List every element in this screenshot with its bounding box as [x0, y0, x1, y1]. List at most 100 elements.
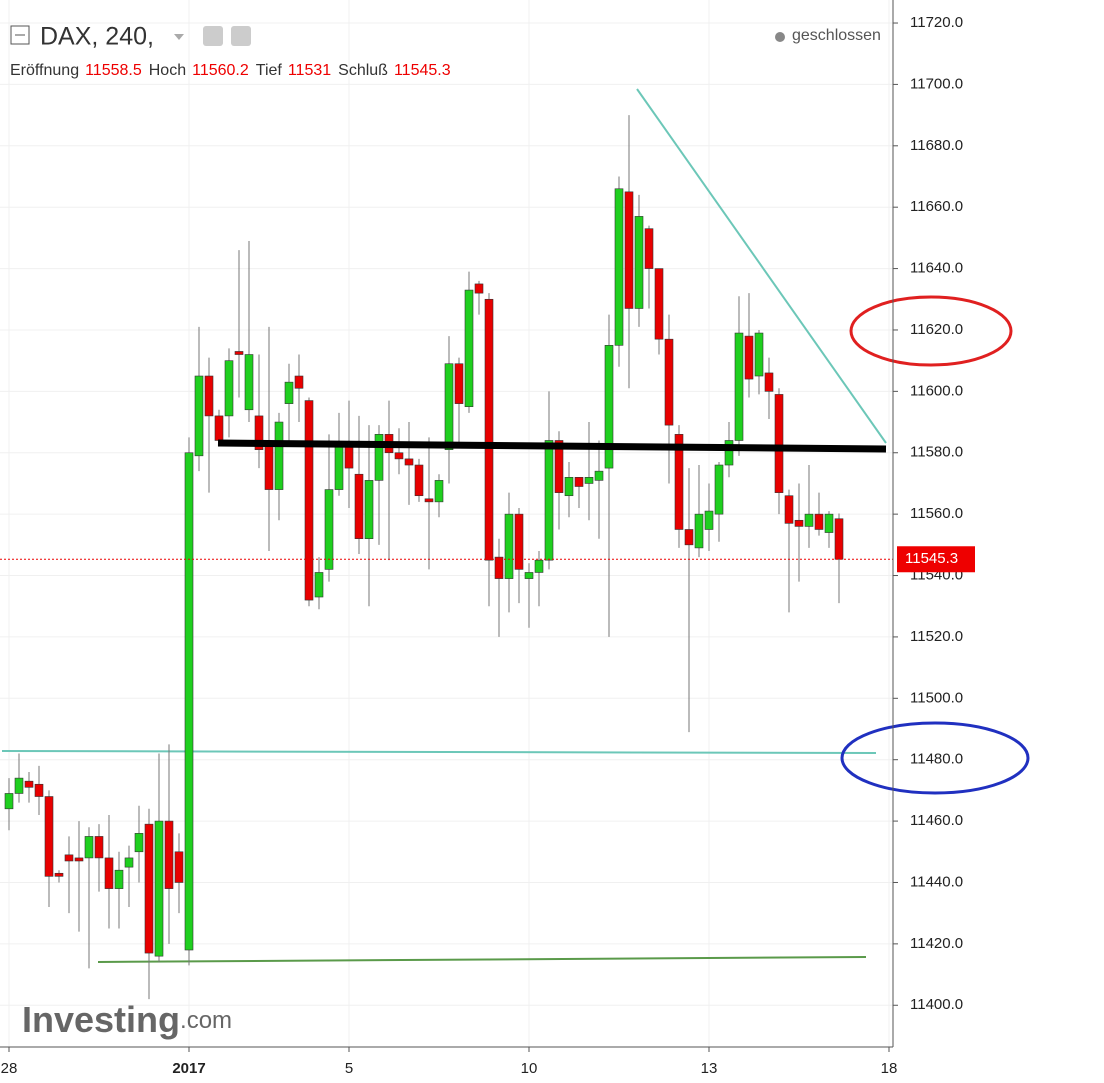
y-tick-label: 11460.0	[910, 812, 963, 829]
candle-body	[524, 572, 534, 579]
y-tick-label: 11720.0	[910, 14, 963, 31]
y-tick-label: 11440.0	[910, 873, 963, 890]
symbol: DAX, 240,	[40, 23, 154, 51]
eye-icon[interactable]	[203, 26, 223, 46]
highlight-ellipse	[849, 295, 1013, 367]
y-tick-label: 11580.0	[910, 444, 963, 461]
legend-label: Hoch	[149, 62, 186, 79]
candle-body	[84, 836, 94, 859]
candle-body	[474, 283, 484, 294]
trend-line	[636, 88, 887, 444]
candle-body	[484, 298, 494, 561]
candle-body	[644, 228, 654, 269]
legend-value: 11558.5	[85, 62, 142, 79]
y-tick-label: 11560.0	[910, 505, 963, 522]
y-tick-label: 11480.0	[910, 751, 963, 768]
candle-body	[594, 470, 604, 481]
y-tick-label: 11520.0	[910, 628, 963, 645]
candle-body	[234, 351, 244, 355]
candle-body	[224, 360, 234, 417]
candle-body	[74, 857, 84, 862]
candle-body	[334, 446, 344, 490]
candle-body	[364, 480, 374, 539]
candle-body	[104, 857, 114, 889]
y-tick-label: 11700.0	[910, 75, 963, 92]
candle-body	[124, 857, 134, 868]
candle-body	[154, 820, 164, 957]
last-price-label: 11545.3	[905, 550, 958, 567]
candle-body	[354, 473, 364, 539]
candle-body	[194, 375, 204, 457]
candle-body	[794, 519, 804, 527]
candle-body	[24, 780, 34, 788]
candle-body	[584, 477, 594, 484]
legend-value: 11531	[288, 62, 331, 79]
candle-body	[764, 372, 774, 392]
candle-body	[694, 513, 704, 549]
candle-body	[324, 489, 334, 570]
candle-body	[604, 345, 614, 469]
settings-icon[interactable]	[231, 26, 251, 46]
candle-body	[654, 268, 664, 340]
candle-body	[14, 777, 24, 794]
resistance-line	[217, 439, 887, 453]
candle-body	[204, 375, 214, 417]
candle-body	[444, 363, 454, 450]
status: geschlossen	[792, 27, 881, 44]
candle-body	[404, 458, 414, 466]
legend-label: Tief	[256, 62, 283, 79]
status-dot	[775, 32, 785, 42]
candle-body	[734, 332, 744, 441]
highlight-ellipse	[840, 721, 1030, 795]
x-tick-label: 5	[345, 1060, 353, 1077]
candle-body	[134, 833, 144, 853]
candle-body	[434, 480, 444, 503]
candle-body	[494, 556, 504, 579]
candle-body	[144, 823, 154, 954]
support-line	[1, 750, 877, 754]
x-tick-label: 10	[521, 1060, 538, 1077]
y-tick-label: 11600.0	[910, 382, 963, 399]
watermark: .com	[180, 1007, 232, 1034]
candle-body	[184, 452, 194, 951]
candle-body	[294, 375, 304, 389]
candle-body	[614, 188, 624, 346]
candle-body	[774, 394, 784, 493]
candle-body	[624, 191, 634, 309]
watermark: Investing	[22, 999, 180, 1040]
candle-body	[454, 363, 464, 404]
candle-body	[674, 434, 684, 530]
candle-body	[214, 415, 224, 441]
legend-label: Eröffnung	[10, 62, 79, 79]
candle-body	[164, 820, 174, 889]
dropdown[interactable]	[174, 34, 184, 40]
candle-body	[714, 464, 724, 515]
candle-body	[44, 796, 54, 877]
candles	[0, 115, 893, 1000]
candle-body	[564, 477, 574, 497]
candle-body	[744, 335, 754, 380]
candle-body	[814, 513, 824, 530]
y-tick-label: 11660.0	[910, 198, 963, 215]
candle-body	[464, 289, 474, 408]
y-tick-label: 11420.0	[910, 935, 963, 952]
collapse-icon[interactable]	[10, 25, 30, 45]
candle-body	[724, 440, 734, 466]
candle-body	[4, 793, 14, 810]
candle-body	[314, 572, 324, 598]
candle-body	[34, 783, 44, 797]
y-tick-label: 11500.0	[910, 689, 963, 706]
candle-body	[54, 872, 64, 877]
legend-value: 11560.2	[192, 62, 249, 79]
candle-body	[534, 559, 544, 573]
candle-body	[804, 513, 814, 527]
ohlc-legend: Eröffnung 11558.5 Hoch 11560.2 Tief 11531 Schl…	[10, 62, 451, 79]
candle-body	[64, 854, 74, 862]
candle-body	[664, 338, 674, 426]
candle-body	[244, 354, 254, 411]
candle-body	[834, 518, 844, 560]
candle-body	[174, 851, 184, 883]
ticks: 11400.0 11420.0 11440.0 11460.0 11480.0 11500…	[1, 14, 975, 1077]
